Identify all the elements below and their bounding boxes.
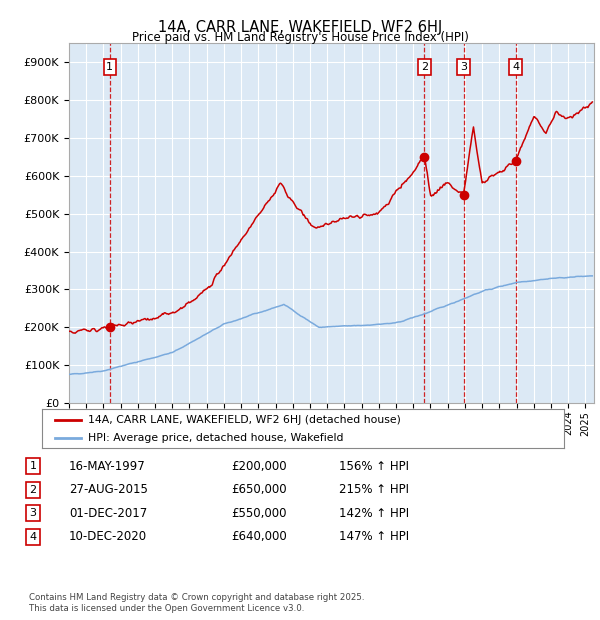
Text: 2: 2 [421, 62, 428, 72]
Text: £640,000: £640,000 [231, 531, 287, 543]
Text: 4: 4 [29, 532, 37, 542]
Text: 2: 2 [29, 485, 37, 495]
Text: 10-DEC-2020: 10-DEC-2020 [69, 531, 147, 543]
Text: Contains HM Land Registry data © Crown copyright and database right 2025.
This d: Contains HM Land Registry data © Crown c… [29, 593, 364, 613]
Text: 3: 3 [460, 62, 467, 72]
Text: 142% ↑ HPI: 142% ↑ HPI [339, 507, 409, 520]
Text: 3: 3 [29, 508, 37, 518]
Text: 156% ↑ HPI: 156% ↑ HPI [339, 460, 409, 472]
Text: Price paid vs. HM Land Registry's House Price Index (HPI): Price paid vs. HM Land Registry's House … [131, 31, 469, 44]
Text: £650,000: £650,000 [231, 484, 287, 496]
Text: 1: 1 [29, 461, 37, 471]
Text: 4: 4 [512, 62, 519, 72]
Text: 14A, CARR LANE, WAKEFIELD, WF2 6HJ: 14A, CARR LANE, WAKEFIELD, WF2 6HJ [158, 20, 442, 35]
Text: 147% ↑ HPI: 147% ↑ HPI [339, 531, 409, 543]
Text: £200,000: £200,000 [231, 460, 287, 472]
Text: 27-AUG-2015: 27-AUG-2015 [69, 484, 148, 496]
Text: 16-MAY-1997: 16-MAY-1997 [69, 460, 146, 472]
Text: 14A, CARR LANE, WAKEFIELD, WF2 6HJ (detached house): 14A, CARR LANE, WAKEFIELD, WF2 6HJ (deta… [88, 415, 401, 425]
Text: 215% ↑ HPI: 215% ↑ HPI [339, 484, 409, 496]
Text: £550,000: £550,000 [231, 507, 287, 520]
Text: HPI: Average price, detached house, Wakefield: HPI: Average price, detached house, Wake… [88, 433, 343, 443]
Text: 1: 1 [106, 62, 113, 72]
Text: 01-DEC-2017: 01-DEC-2017 [69, 507, 147, 520]
